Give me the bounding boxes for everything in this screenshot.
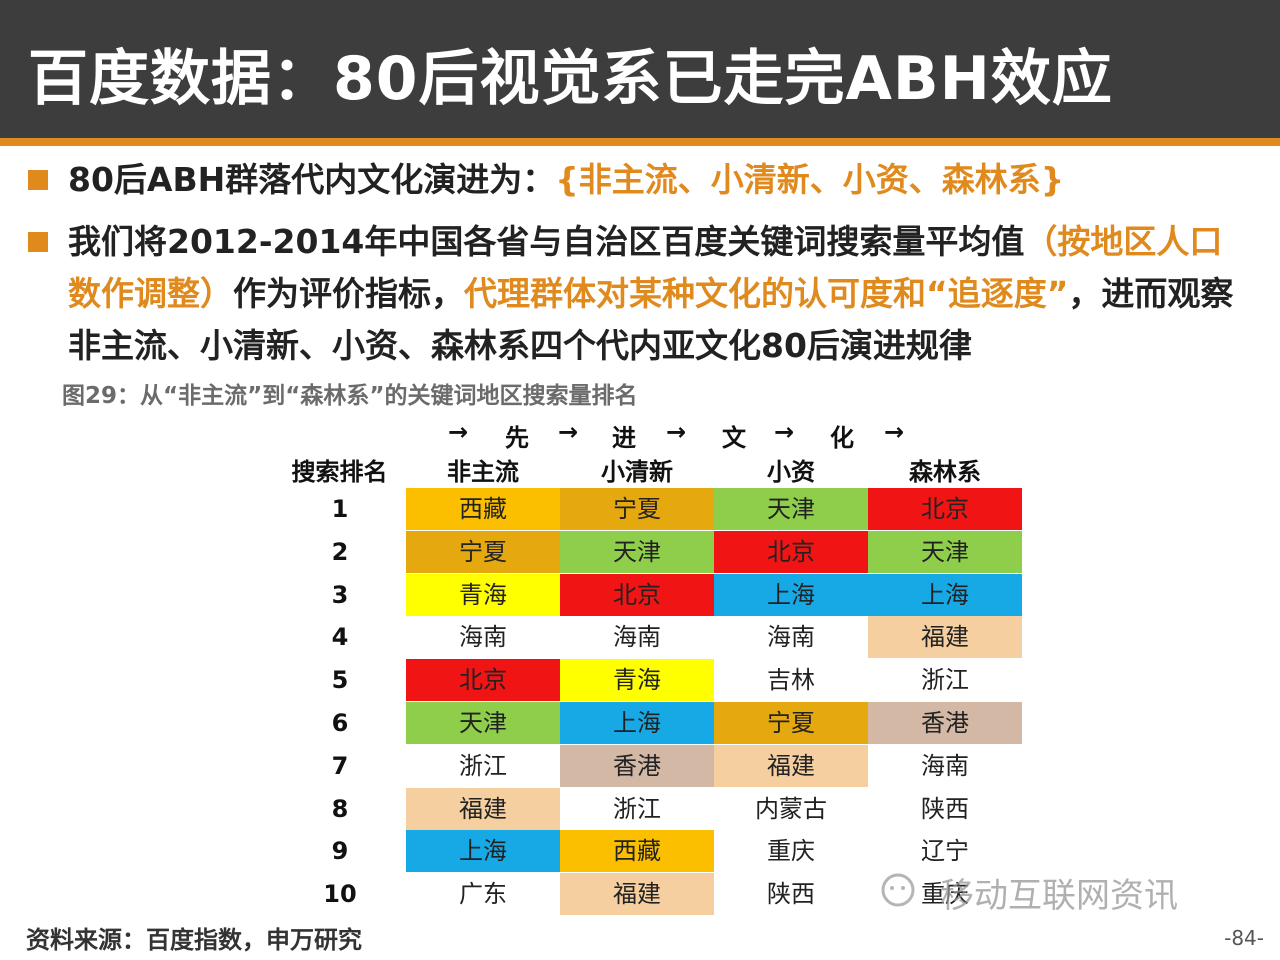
table-cell: 海南 — [921, 751, 969, 780]
column-header: 小资 — [767, 458, 815, 486]
bullet-2-part3: ，进而观察非主流、小清新、小资、森林系四个代内亚文化80后演进规律 — [68, 274, 1234, 365]
table-cell: 浙江 — [613, 794, 661, 823]
wechat-icon — [881, 873, 915, 907]
rank-number: 2 — [331, 537, 349, 566]
arrow-row-char: 化 — [830, 424, 854, 452]
arrow-row-char: 先 — [505, 424, 529, 452]
arrow-icon: → — [884, 418, 905, 446]
rank-number: 8 — [331, 794, 349, 823]
table-cell: 北京 — [714, 530, 868, 573]
table-cell: 青海 — [406, 573, 560, 616]
table-cell: 青海 — [560, 659, 714, 702]
column-header: 小清新 — [601, 458, 673, 486]
table-cell: 海南 — [459, 623, 507, 652]
bullet-2-highlight2: 代理群体对某种文化的认可度和“追逐度” — [464, 274, 1069, 313]
table-cell: 宁夏 — [560, 488, 714, 530]
bullet-1-text: 80后ABH群落代内文化演进为： — [68, 160, 556, 199]
arrow-icon: → — [448, 418, 469, 446]
arrow-icon: → — [558, 418, 579, 446]
table-cell: 陕西 — [921, 794, 969, 823]
table-cell: 天津 — [406, 702, 560, 744]
rank-number: 3 — [331, 580, 349, 609]
table-cell: 上海 — [560, 702, 714, 744]
bullet-2-part1: 我们将2012-2014年中国各省与自治区百度关键词搜索量平均值 — [68, 222, 1025, 261]
table-cell: 吉林 — [767, 666, 815, 695]
table-cell: 上海 — [406, 830, 560, 873]
watermark: 移动互联网资讯 — [940, 876, 1178, 916]
table-cell: 福建 — [406, 787, 560, 830]
page-title: 百度数据：80后视觉系已走完ABH效应 — [28, 44, 1113, 114]
title-bar: 百度数据：80后视觉系已走完ABH效应 — [0, 0, 1280, 138]
rank-number: 5 — [331, 666, 349, 695]
table-cell: 宁夏 — [406, 530, 560, 573]
table-cell: 北京 — [406, 659, 560, 702]
table-cell: 上海 — [868, 573, 1022, 616]
table-cell: 天津 — [560, 530, 714, 573]
column-header: 森林系 — [909, 458, 981, 486]
bullet-square-icon — [28, 170, 48, 190]
table-cell: 福建 — [560, 873, 714, 916]
table-cell: 北京 — [560, 573, 714, 616]
table-cell: 辽宁 — [921, 837, 969, 866]
table-cell: 海南 — [767, 623, 815, 652]
bullet-1: 80后ABH群落代内文化演进为：{非主流、小清新、小资、森林系} — [28, 154, 1248, 206]
table-cell: 重庆 — [921, 880, 969, 909]
arrow-icon: → — [666, 418, 687, 446]
table-cell: 天津 — [714, 488, 868, 530]
rank-number: 1 — [331, 495, 349, 523]
table-cell: 广东 — [459, 880, 507, 909]
table-cell: 上海 — [714, 573, 868, 616]
table-cell: 西藏 — [406, 488, 560, 530]
table-cell: 重庆 — [767, 837, 815, 866]
table-cell: 海南 — [613, 623, 661, 652]
arrow-row-char: 文 — [722, 424, 746, 452]
table-cell: 香港 — [560, 744, 714, 787]
table-cell: 西藏 — [560, 830, 714, 873]
rank-number: 6 — [331, 709, 349, 737]
rank-number: 4 — [331, 623, 349, 652]
table-cell: 北京 — [868, 488, 1022, 530]
rank-number: 7 — [331, 751, 349, 780]
table-cell: 陕西 — [767, 880, 815, 909]
table-cell: 浙江 — [459, 751, 507, 780]
bullet-2-part2: 作为评价指标， — [233, 274, 464, 313]
rank-header: 搜索排名 — [291, 458, 388, 486]
accent-divider — [0, 138, 1280, 146]
figure-caption: 图29：从“非主流”到“森林系”的关键词地区搜索量排名 — [62, 383, 638, 409]
table-cell: 天津 — [868, 530, 1022, 573]
table-cell: 宁夏 — [714, 702, 868, 744]
bullet-2: 我们将2012-2014年中国各省与自治区百度关键词搜索量平均值（按地区人口数作… — [28, 216, 1248, 372]
page-number: -84- — [1224, 926, 1264, 950]
arrow-row-char: 进 — [612, 424, 636, 452]
source-footer: 资料来源：百度指数，申万研究 — [26, 926, 362, 954]
column-header: 非主流 — [447, 458, 519, 486]
table-cell: 香港 — [868, 702, 1022, 744]
bullet-square-icon — [28, 232, 48, 252]
table-cell: 福建 — [714, 744, 868, 787]
bullet-1-highlight: {非主流、小清新、小资、森林系} — [555, 160, 1065, 199]
table-cell: 福建 — [868, 616, 1022, 659]
table-cell: 内蒙古 — [755, 794, 827, 823]
table-cell: 浙江 — [921, 666, 969, 695]
arrow-icon: → — [774, 418, 795, 446]
rank-number: 10 — [323, 880, 357, 909]
bullet-2-highlight1: （按地区人口数作调整） — [68, 222, 1223, 313]
rank-number: 9 — [331, 837, 349, 866]
